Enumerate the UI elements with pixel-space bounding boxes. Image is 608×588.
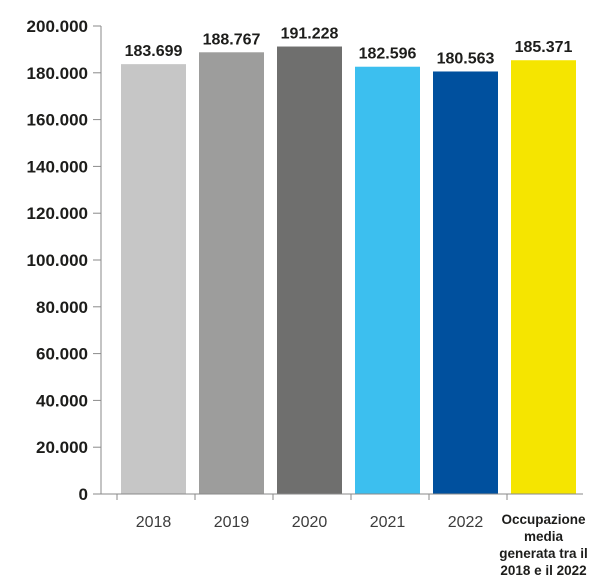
x-tick-label: 2022 <box>448 514 484 531</box>
bar-2022 <box>433 71 498 495</box>
y-tick-label: 80.000 <box>36 298 88 317</box>
bar-2019 <box>199 52 264 495</box>
data-label: 191.228 <box>281 26 339 43</box>
bar-occupazione <box>511 60 576 494</box>
bar-2018 <box>121 64 186 494</box>
x-tick-label: 2021 <box>370 514 406 531</box>
y-tick-label: 20.000 <box>36 438 88 457</box>
bar-2020 <box>277 46 342 494</box>
x-tick-label: 2020 <box>292 514 328 531</box>
x-tick-label: 2018 e il 2022 <box>500 563 586 578</box>
x-tick-label: 2018 <box>136 514 172 531</box>
y-axis: 0 20.000 40.000 60.000 80.000 100.000 120.000 1… <box>27 17 102 504</box>
data-labels: 183.699 188.767 191.228 182.596 180.563 185.3… <box>125 26 573 68</box>
y-tick-label: 120.000 <box>27 204 88 223</box>
y-tick-label: 60.000 <box>36 345 88 364</box>
data-label: 188.767 <box>203 31 261 48</box>
y-tick-label: 40.000 <box>36 391 88 410</box>
y-tick-label: 140.000 <box>27 157 88 176</box>
data-label: 185.371 <box>515 39 573 56</box>
y-tick-label: 200.000 <box>27 17 88 36</box>
x-axis: 2018 2019 2020 2021 2022 Occupazione media gene… <box>101 493 588 578</box>
x-tick-label: Occupazione <box>501 512 586 527</box>
x-tick-label: 2019 <box>214 514 250 531</box>
x-tick-label: generata tra il <box>499 546 588 561</box>
bar-2021 <box>355 66 420 495</box>
y-tick-label: 160.000 <box>27 111 88 130</box>
y-tick-label: 0 <box>79 485 88 504</box>
x-tick-label: media <box>524 529 564 544</box>
bars <box>121 46 576 495</box>
y-tick-label: 180.000 <box>27 64 88 83</box>
y-tick-label: 100.000 <box>27 251 88 270</box>
data-label: 182.596 <box>359 46 417 63</box>
data-label: 180.563 <box>437 50 495 67</box>
data-label: 183.699 <box>125 43 183 60</box>
